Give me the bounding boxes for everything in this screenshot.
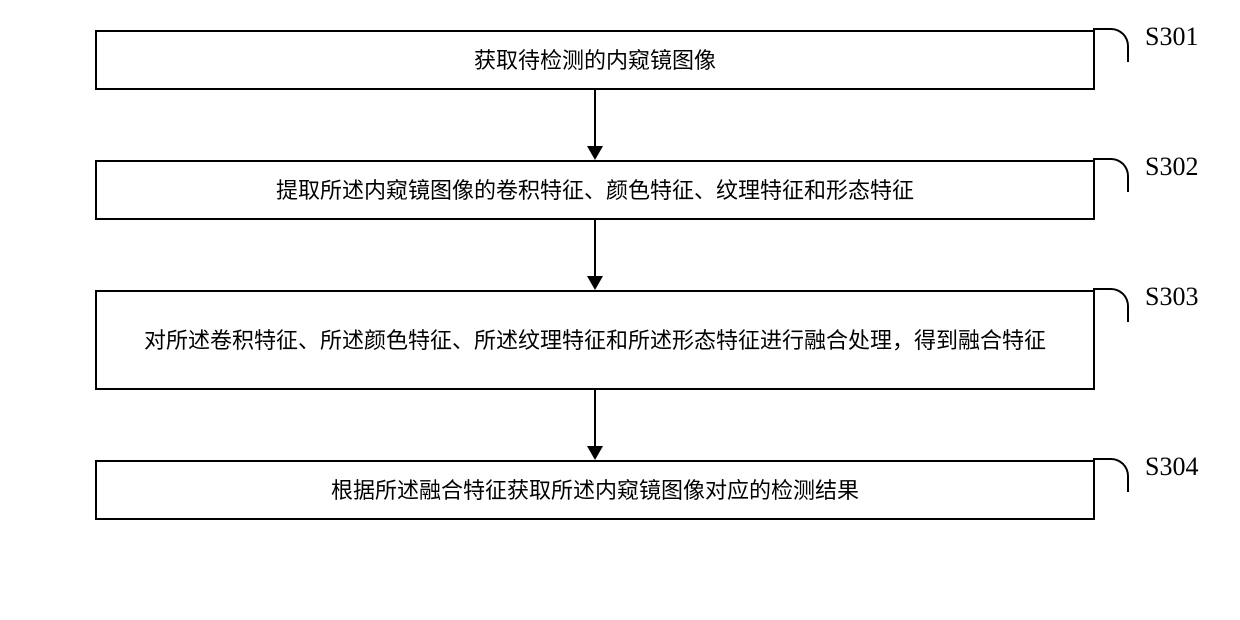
step-label-s301: S301 bbox=[1145, 22, 1198, 52]
flow-arrow-head bbox=[587, 146, 603, 160]
flowchart-canvas: 获取待检测的内窥镜图像 S301 提取所述内窥镜图像的卷积特征、颜色特征、纹理特征和… bbox=[0, 0, 1240, 620]
callout-connector bbox=[1093, 158, 1129, 182]
flow-step-s302: 提取所述内窥镜图像的卷积特征、颜色特征、纹理特征和形态特征 bbox=[95, 160, 1095, 220]
flow-step-s304: 根据所述融合特征获取所述内窥镜图像对应的检测结果 bbox=[95, 460, 1095, 520]
flow-step-text: 根据所述融合特征获取所述内窥镜图像对应的检测结果 bbox=[331, 474, 859, 507]
flow-step-text: 获取待检测的内窥镜图像 bbox=[474, 44, 716, 77]
step-label-s304: S304 bbox=[1145, 452, 1198, 482]
flow-step-s303: 对所述卷积特征、所述颜色特征、所述纹理特征和所述形态特征进行融合处理，得到融合特… bbox=[95, 290, 1095, 390]
flow-arrow-line bbox=[594, 220, 596, 276]
callout-connector bbox=[1093, 288, 1129, 312]
step-label-s303: S303 bbox=[1145, 282, 1198, 312]
flow-step-text: 提取所述内窥镜图像的卷积特征、颜色特征、纹理特征和形态特征 bbox=[276, 174, 914, 207]
callout-connector bbox=[1093, 28, 1129, 52]
flow-arrow-line bbox=[594, 390, 596, 446]
flow-arrow-head bbox=[587, 276, 603, 290]
step-label-s302: S302 bbox=[1145, 152, 1198, 182]
flow-step-text: 对所述卷积特征、所述颜色特征、所述纹理特征和所述形态特征进行融合处理，得到融合特… bbox=[144, 324, 1046, 357]
flow-arrow-head bbox=[587, 446, 603, 460]
callout-connector bbox=[1093, 458, 1129, 482]
flow-step-s301: 获取待检测的内窥镜图像 bbox=[95, 30, 1095, 90]
flow-arrow-line bbox=[594, 90, 596, 146]
